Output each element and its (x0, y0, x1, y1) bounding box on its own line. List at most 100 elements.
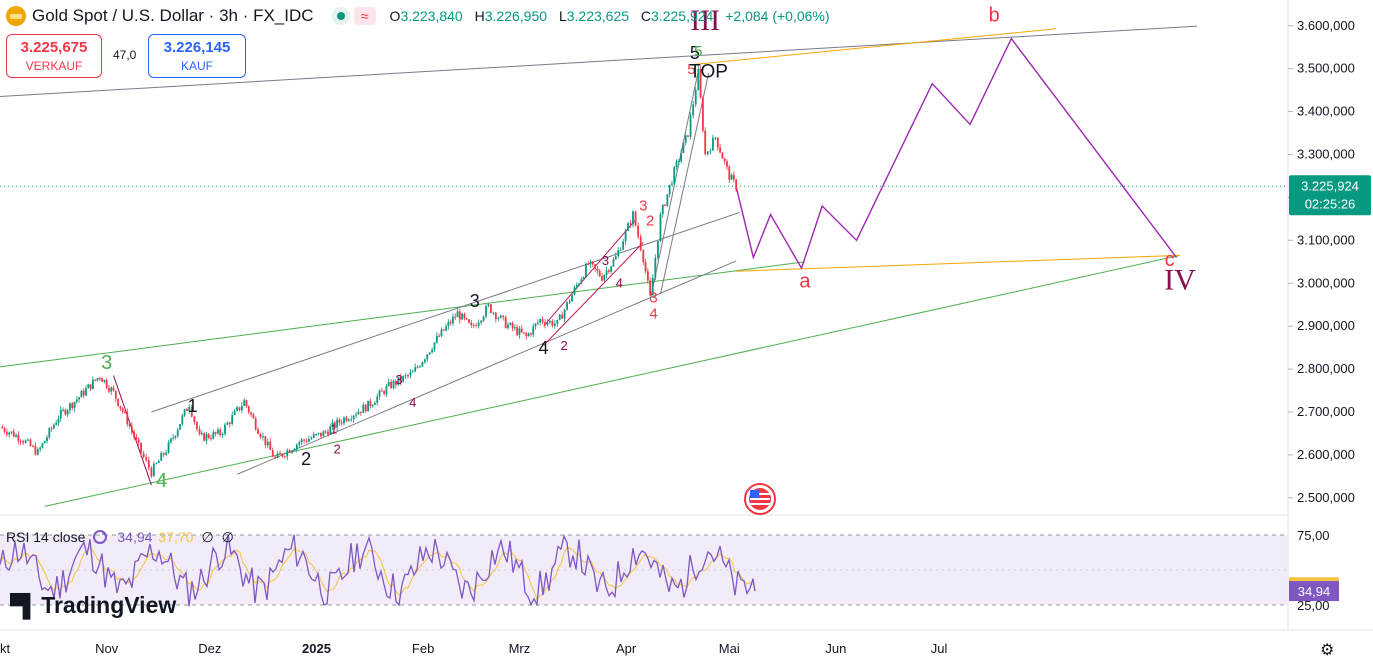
candle-up (8, 432, 11, 435)
candle-up (41, 443, 44, 448)
candle-up (509, 322, 512, 325)
candle-up (169, 438, 172, 443)
candle-down (5, 431, 8, 435)
candle-down (29, 439, 32, 446)
rsi-tick-label: 75,00 (1297, 528, 1330, 543)
wave-label: 4 (539, 338, 549, 358)
candle-down (12, 431, 15, 437)
wave-label: 2 (561, 338, 568, 353)
candle-down (32, 445, 34, 447)
candle-up (176, 429, 179, 436)
candle-up (416, 366, 419, 368)
candle-down (303, 439, 305, 441)
candle-down (390, 381, 393, 389)
wave-label: 4 (616, 276, 623, 291)
economic-event-icon[interactable] (744, 483, 776, 515)
flag-stripe (750, 503, 770, 505)
candle-down (320, 432, 322, 437)
time-axis[interactable]: Okt Nov Dez 2025 Feb Mrz Apr Mai Jun Jul (0, 641, 948, 656)
candle-up (566, 301, 569, 310)
refresh-icon[interactable] (91, 528, 109, 546)
price-tick-label: 3.400,000 (1297, 104, 1355, 119)
candle-down (472, 325, 475, 327)
candle-up (183, 409, 186, 416)
candle-up (487, 304, 490, 307)
settings-gear-icon[interactable]: ⚙ (1320, 642, 1335, 659)
rsi-legend[interactable]: RSI 14 close 34,94 37,70 ∅ ∅ (6, 528, 234, 546)
candle-up (668, 184, 671, 195)
sell-button[interactable]: 3.225,675 VERKAUF (6, 34, 102, 78)
tradingview-logo[interactable]: ▀▌ TradingView (10, 592, 176, 619)
candle-up (24, 440, 27, 443)
price-tick-label: 2.800,000 (1297, 361, 1355, 376)
price-axis[interactable]: 3.600,0003.500,0003.400,0003.300,0003.20… (1288, 18, 1355, 505)
candle-up (431, 349, 433, 353)
candle-down (629, 223, 632, 225)
market-status-icon[interactable] (331, 7, 350, 25)
candle-up (603, 275, 606, 281)
candle-down (196, 422, 198, 430)
symbol-title[interactable]: Gold Spot / U.S. Dollar · 3h · FX_IDC (32, 6, 314, 25)
candle-up (298, 442, 301, 445)
candle-up (48, 428, 51, 438)
candle-up (160, 453, 163, 461)
indicator-toggle-icon[interactable]: ≈ (353, 7, 376, 25)
candle-up (293, 449, 296, 451)
open-label: O (389, 8, 401, 24)
candle-up (352, 415, 355, 420)
candle-up (397, 376, 400, 385)
tradingview-mark-icon: ▀▌ (10, 592, 38, 618)
candle-up (404, 375, 407, 377)
time-tick-label: Dez (198, 641, 221, 656)
candle-up (85, 388, 87, 396)
candle-down (468, 319, 470, 323)
candle-down (494, 312, 497, 319)
candle-up (612, 259, 615, 267)
close-value: 3.225,924 (651, 8, 714, 24)
candle-down (438, 335, 441, 337)
candle-down (269, 441, 272, 450)
last-price-box[interactable] (1289, 175, 1371, 216)
candle-up (57, 418, 60, 423)
rsi-tick-label: 25,00 (1297, 598, 1330, 613)
ohlc-values: O3.223,840 H3.226,950 L3.223,625 C3.225,… (390, 8, 838, 24)
candle-up (87, 384, 90, 389)
candle-down (511, 322, 514, 329)
candle-up (605, 270, 608, 276)
candle-up (563, 309, 566, 319)
candle-down (82, 390, 85, 396)
candle-down (380, 390, 383, 392)
candle-up (374, 402, 376, 405)
candle-up (657, 241, 659, 258)
candle-up (423, 359, 426, 363)
candle-up (682, 142, 685, 154)
candle-up (376, 396, 379, 403)
candle-up (27, 439, 29, 441)
candle-up (262, 436, 264, 438)
candle-down (649, 280, 652, 296)
price-tick-label: 2.600,000 (1297, 447, 1355, 462)
candle-up (322, 431, 325, 437)
candle-up (91, 379, 94, 390)
rsi-pane[interactable]: 75,00 25,00 37,70 34,94 (0, 528, 1339, 613)
candle-up (706, 151, 709, 155)
candle-up (181, 415, 184, 425)
price-tick-label: 2.700,000 (1297, 404, 1355, 419)
candle-down (541, 319, 544, 323)
candle-up (357, 411, 360, 415)
candle-down (162, 453, 165, 455)
candle-up (714, 137, 717, 139)
candle-down (119, 405, 122, 409)
candle-up (402, 376, 405, 382)
candle-up (329, 426, 332, 435)
candle-down (279, 453, 281, 455)
flag-stripe (750, 493, 770, 495)
sell-label: VERKAUF (25, 59, 83, 73)
candle-down (22, 441, 24, 443)
candle-up (291, 450, 293, 453)
candle-up (546, 322, 549, 325)
candle-down (634, 211, 637, 226)
candle-down (642, 250, 645, 263)
buy-button[interactable]: 3.226,145 KAUF (148, 34, 246, 78)
